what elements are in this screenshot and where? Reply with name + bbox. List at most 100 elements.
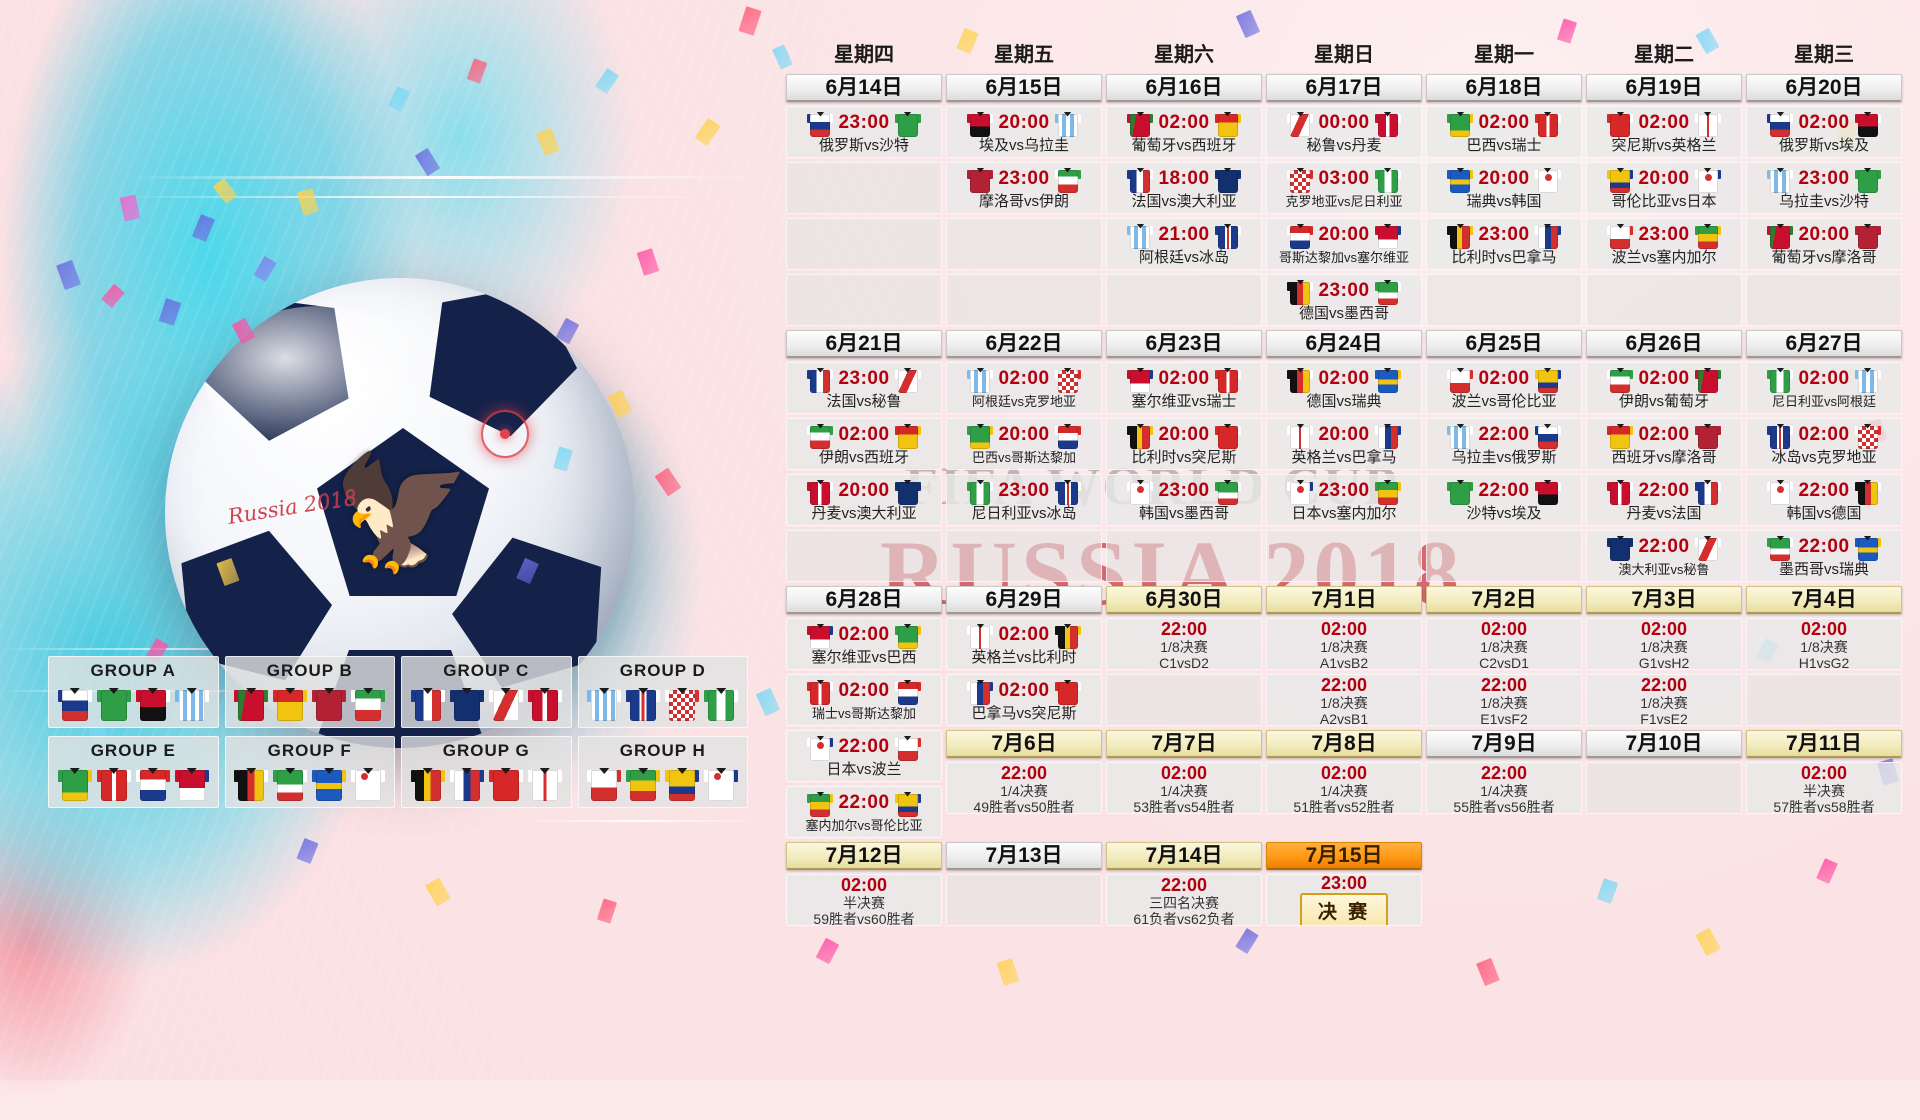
- match-cell[interactable]: 23:00 摩洛哥vs伊朗: [946, 162, 1102, 214]
- date-header-7月9日[interactable]: 7月9日: [1426, 730, 1582, 758]
- date-header-7月2日[interactable]: 7月2日: [1426, 586, 1582, 614]
- match-cell[interactable]: 23:00 比利时vs巴拿马: [1426, 218, 1582, 270]
- group-box-group-c[interactable]: GROUP C: [401, 656, 572, 728]
- match-cell[interactable]: 02:00 尼日利亚vs阿根廷: [1746, 362, 1902, 414]
- knockout-match-cell[interactable]: 22:00 1/8决赛 F1vsE2: [1586, 674, 1742, 726]
- date-header-6月20日[interactable]: 6月20日: [1746, 74, 1902, 102]
- match-cell[interactable]: 22:00 沙特vs埃及: [1426, 474, 1582, 526]
- match-cell[interactable]: 23:00 德国vs墨西哥: [1266, 274, 1422, 326]
- match-cell[interactable]: 23:00 波兰vs塞内加尔: [1586, 218, 1742, 270]
- match-cell[interactable]: 22:00 墨西哥vs瑞典: [1746, 530, 1902, 582]
- match-cell[interactable]: 22:00 日本vs波兰: [786, 730, 942, 782]
- match-cell[interactable]: 23:00 俄罗斯vs沙特: [786, 106, 942, 158]
- knockout-match-cell[interactable]: 02:00 1/8决赛 C2vsD1: [1426, 618, 1582, 670]
- match-cell[interactable]: 23:00 尼日利亚vs冰岛: [946, 474, 1102, 526]
- match-cell[interactable]: 02:00 伊朗vs西班牙: [786, 418, 942, 470]
- date-header-7月14日[interactable]: 7月14日: [1106, 842, 1262, 870]
- group-box-group-h[interactable]: GROUP H: [577, 736, 748, 808]
- date-header-6月18日[interactable]: 6月18日: [1426, 74, 1582, 102]
- date-header-7月6日[interactable]: 7月6日: [946, 730, 1102, 758]
- match-cell[interactable]: 23:00 乌拉圭vs沙特: [1746, 162, 1902, 214]
- match-cell[interactable]: 20:00 葡萄牙vs摩洛哥: [1746, 218, 1902, 270]
- match-cell[interactable]: 22:00 澳大利亚vs秘鲁: [1586, 530, 1742, 582]
- date-header-7月15日[interactable]: 7月15日: [1266, 842, 1422, 870]
- knockout-match-cell[interactable]: 02:00 1/8决赛 G1vsH2: [1586, 618, 1742, 670]
- match-cell[interactable]: 23:00 韩国vs墨西哥: [1106, 474, 1262, 526]
- match-cell[interactable]: 02:00 德国vs瑞典: [1266, 362, 1422, 414]
- date-header-6月16日[interactable]: 6月16日: [1106, 74, 1262, 102]
- knockout-match-cell[interactable]: 02:00 1/4决赛 53胜者vs54胜者: [1106, 762, 1262, 814]
- match-cell[interactable]: 21:00 阿根廷vs冰岛: [1106, 218, 1262, 270]
- knockout-match-cell[interactable]: 02:00 1/8决赛 A1vsB2: [1266, 618, 1422, 670]
- date-header-6月27日[interactable]: 6月27日: [1746, 330, 1902, 358]
- date-header-7月3日[interactable]: 7月3日: [1586, 586, 1742, 614]
- date-header-6月30日[interactable]: 6月30日: [1106, 586, 1262, 614]
- match-cell[interactable]: 22:00 韩国vs德国: [1746, 474, 1902, 526]
- group-box-group-d[interactable]: GROUP D: [577, 656, 748, 728]
- knockout-match-cell[interactable]: 02:00 半决赛 57胜者vs58胜者: [1746, 762, 1902, 814]
- match-cell[interactable]: 02:00 俄罗斯vs埃及: [1746, 106, 1902, 158]
- date-header-7月13日[interactable]: 7月13日: [946, 842, 1102, 870]
- match-cell[interactable]: 02:00 巴西vs瑞士: [1426, 106, 1582, 158]
- knockout-match-cell[interactable]: 22:00 1/4决赛 49胜者vs50胜者: [946, 762, 1102, 814]
- match-cell[interactable]: 02:00 阿根廷vs克罗地亚: [946, 362, 1102, 414]
- match-cell[interactable]: 02:00 突尼斯vs英格兰: [1586, 106, 1742, 158]
- match-cell[interactable]: 02:00 冰岛vs克罗地亚: [1746, 418, 1902, 470]
- match-cell[interactable]: 02:00 塞尔维亚vs瑞士: [1106, 362, 1262, 414]
- date-header-6月15日[interactable]: 6月15日: [946, 74, 1102, 102]
- match-cell[interactable]: 20:00 埃及vs乌拉圭: [946, 106, 1102, 158]
- match-cell[interactable]: 02:00 塞尔维亚vs巴西: [786, 618, 942, 670]
- date-header-6月29日[interactable]: 6月29日: [946, 586, 1102, 614]
- match-cell[interactable]: 00:00 秘鲁vs丹麦: [1266, 106, 1422, 158]
- knockout-match-cell[interactable]: 22:00 1/8决赛 C1vsD2: [1106, 618, 1262, 670]
- match-cell[interactable]: 20:00 巴西vs哥斯达黎加: [946, 418, 1102, 470]
- match-cell[interactable]: 22:00 丹麦vs法国: [1586, 474, 1742, 526]
- knockout-match-cell[interactable]: 02:00 半决赛 59胜者vs60胜者: [786, 874, 942, 926]
- group-box-group-e[interactable]: GROUP E: [48, 736, 219, 808]
- match-cell[interactable]: 23:00 日本vs塞内加尔: [1266, 474, 1422, 526]
- date-header-7月11日[interactable]: 7月11日: [1746, 730, 1902, 758]
- match-cell[interactable]: 20:00 英格兰vs巴拿马: [1266, 418, 1422, 470]
- group-box-group-a[interactable]: GROUP A: [48, 656, 219, 728]
- group-box-group-g[interactable]: GROUP G: [401, 736, 572, 808]
- date-header-6月14日[interactable]: 6月14日: [786, 74, 942, 102]
- date-header-6月24日[interactable]: 6月24日: [1266, 330, 1422, 358]
- date-header-6月23日[interactable]: 6月23日: [1106, 330, 1262, 358]
- match-cell[interactable]: 22:00 乌拉圭vs俄罗斯: [1426, 418, 1582, 470]
- date-header-7月4日[interactable]: 7月4日: [1746, 586, 1902, 614]
- date-header-6月22日[interactable]: 6月22日: [946, 330, 1102, 358]
- match-cell[interactable]: 22:00 塞内加尔vs哥伦比亚: [786, 786, 942, 838]
- knockout-match-cell[interactable]: 02:00 1/4决赛 51胜者vs52胜者: [1266, 762, 1422, 814]
- knockout-match-cell[interactable]: 22:00 1/8决赛 A2vsB1: [1266, 674, 1422, 726]
- date-header-6月19日[interactable]: 6月19日: [1586, 74, 1742, 102]
- date-header-6月17日[interactable]: 6月17日: [1266, 74, 1422, 102]
- group-box-group-b[interactable]: GROUP B: [224, 656, 395, 728]
- match-cell[interactable]: 02:00 巴拿马vs突尼斯: [946, 674, 1102, 726]
- knockout-match-cell[interactable]: 22:00 1/8决赛 E1vsF2: [1426, 674, 1582, 726]
- match-cell[interactable]: 02:00 波兰vs哥伦比亚: [1426, 362, 1582, 414]
- knockout-match-cell[interactable]: 02:00 1/8决赛 H1vsG2: [1746, 618, 1902, 670]
- date-header-7月1日[interactable]: 7月1日: [1266, 586, 1422, 614]
- match-cell[interactable]: 02:00 伊朗vs葡萄牙: [1586, 362, 1742, 414]
- match-cell[interactable]: 03:00 克罗地亚vs尼日利亚: [1266, 162, 1422, 214]
- date-header-7月10日[interactable]: 7月10日: [1586, 730, 1742, 758]
- match-cell[interactable]: 02:00 西班牙vs摩洛哥: [1586, 418, 1742, 470]
- date-header-7月8日[interactable]: 7月8日: [1266, 730, 1422, 758]
- match-cell[interactable]: 02:00 瑞士vs哥斯达黎加: [786, 674, 942, 726]
- final-match-cell[interactable]: 23:00 决 赛: [1266, 874, 1422, 926]
- match-cell[interactable]: 20:00 瑞典vs韩国: [1426, 162, 1582, 214]
- match-cell[interactable]: 02:00 葡萄牙vs西班牙: [1106, 106, 1262, 158]
- match-cell[interactable]: 20:00 丹麦vs澳大利亚: [786, 474, 942, 526]
- date-header-6月26日[interactable]: 6月26日: [1586, 330, 1742, 358]
- match-cell[interactable]: 20:00 哥伦比亚vs日本: [1586, 162, 1742, 214]
- match-cell[interactable]: 23:00 法国vs秘鲁: [786, 362, 942, 414]
- date-header-6月28日[interactable]: 6月28日: [786, 586, 942, 614]
- date-header-7月7日[interactable]: 7月7日: [1106, 730, 1262, 758]
- date-header-6月21日[interactable]: 6月21日: [786, 330, 942, 358]
- match-cell[interactable]: 02:00 英格兰vs比利时: [946, 618, 1102, 670]
- group-box-group-f[interactable]: GROUP F: [224, 736, 395, 808]
- knockout-match-cell[interactable]: 22:00 三四名决赛 61负者vs62负者: [1106, 874, 1262, 926]
- date-header-6月25日[interactable]: 6月25日: [1426, 330, 1582, 358]
- match-cell[interactable]: 20:00 比利时vs突尼斯: [1106, 418, 1262, 470]
- date-header-7月12日[interactable]: 7月12日: [786, 842, 942, 870]
